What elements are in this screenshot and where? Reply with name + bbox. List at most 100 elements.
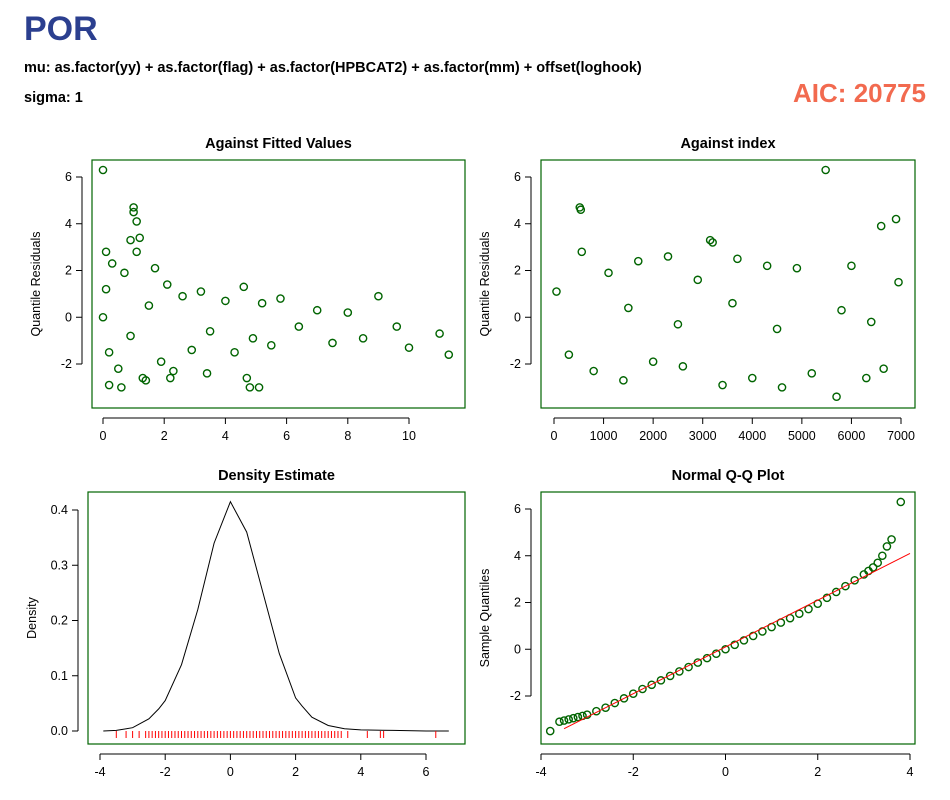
y-axis-label: Quantile Residuals: [29, 232, 43, 337]
data-point: [444, 350, 454, 359]
data-point: [702, 653, 712, 663]
data-point: [601, 703, 610, 712]
data-point: [135, 233, 145, 243]
x-tick-label: 7000: [887, 429, 915, 443]
data-point: [294, 322, 304, 331]
data-point: [564, 350, 574, 359]
x-tick-label: 2: [292, 765, 299, 779]
data-point: [804, 604, 813, 614]
x-tick-label: 0: [100, 429, 107, 443]
data-point: [545, 726, 555, 736]
data-point: [589, 366, 598, 376]
data-point: [678, 362, 688, 371]
x-tick-label: 6: [283, 429, 290, 443]
data-point: [831, 587, 841, 597]
data-point: [730, 640, 740, 650]
y-tick-label: -2: [61, 357, 72, 371]
y-tick-label: 2: [514, 264, 521, 278]
data-point: [343, 308, 353, 317]
data-point: [101, 284, 111, 294]
panel-title: Normal Q-Q Plot: [672, 468, 785, 484]
data-point: [196, 287, 206, 296]
data-point: [887, 535, 896, 544]
x-tick-label: -2: [628, 765, 639, 779]
data-point: [628, 689, 638, 698]
plot-frame: [87, 491, 466, 745]
x-tick-label: 4: [222, 429, 229, 443]
y-tick-label: 6: [514, 170, 521, 184]
y-tick-label: 0.3: [51, 558, 68, 572]
data-point: [312, 305, 322, 315]
data-point: [876, 221, 886, 231]
data-point: [104, 380, 114, 390]
data-point: [568, 713, 578, 723]
x-tick-label: 3000: [689, 429, 717, 443]
data-point: [150, 263, 160, 273]
data-point: [663, 252, 673, 261]
data-point: [624, 303, 633, 313]
mu-formula: mu: as.factor(yy) + as.factor(flag) + as…: [24, 60, 642, 76]
data-point: [648, 357, 658, 366]
data-point: [610, 698, 620, 708]
data-point: [107, 259, 117, 268]
data-point: [807, 369, 817, 378]
data-point: [242, 373, 252, 383]
data-point: [573, 712, 583, 722]
panel-3: [72, 491, 466, 760]
aic-label: AIC: 20775: [793, 78, 926, 108]
x-tick-label: -4: [94, 765, 105, 779]
data-point: [129, 207, 138, 217]
data-point: [592, 706, 601, 716]
data-point: [647, 680, 657, 690]
data-point: [891, 214, 901, 224]
y-tick-label: 6: [65, 170, 72, 184]
data-point: [873, 558, 883, 568]
x-tick-label: 6: [423, 765, 430, 779]
panel-2: [525, 159, 916, 424]
reference-line: [563, 552, 911, 730]
data-point: [144, 301, 154, 310]
data-point: [777, 383, 787, 392]
x-tick-label: 4: [357, 765, 364, 779]
data-point: [837, 305, 846, 315]
data-point: [392, 322, 402, 331]
data-point: [162, 280, 172, 289]
y-axis-label: Sample Quantiles: [478, 569, 492, 668]
sigma-formula: sigma: 1: [24, 90, 83, 106]
data-point: [404, 343, 414, 352]
data-point: [266, 340, 276, 350]
plot-frame: [540, 159, 916, 409]
data-point: [747, 373, 757, 383]
data-point: [832, 392, 841, 402]
data-point: [868, 563, 878, 572]
x-tick-label: 0: [227, 765, 234, 779]
data-point: [850, 575, 859, 585]
y-tick-label: 0.4: [51, 503, 68, 517]
data-point: [245, 383, 255, 392]
data-point: [878, 551, 887, 561]
data-point: [619, 694, 629, 703]
data-point: [762, 261, 772, 271]
data-point: [129, 203, 138, 212]
y-tick-label: 0.2: [51, 614, 68, 628]
x-tick-label: 0: [551, 429, 558, 443]
x-tick-label: 10: [402, 429, 416, 443]
y-tick-label: 2: [514, 596, 521, 610]
y-tick-label: 6: [514, 502, 521, 516]
page-title: POR: [24, 10, 98, 48]
y-axis-label: Density: [25, 596, 39, 638]
data-point: [101, 247, 111, 257]
panel-title: Against index: [680, 136, 775, 152]
data-point: [239, 282, 249, 292]
data-point: [114, 364, 123, 373]
data-point: [619, 376, 628, 385]
data-point: [847, 261, 856, 271]
data-point: [792, 263, 802, 273]
x-tick-label: 2: [161, 429, 168, 443]
data-point: [728, 298, 737, 308]
x-tick-label: 8: [344, 429, 351, 443]
data-point: [693, 275, 703, 285]
data-point: [132, 217, 141, 226]
data-point: [552, 287, 561, 296]
